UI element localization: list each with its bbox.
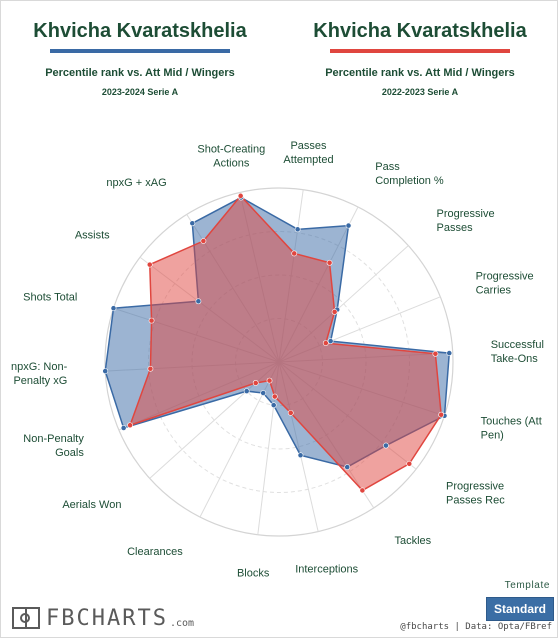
axis-label-8: Interceptions	[295, 564, 358, 576]
axis-label-7: Tackles	[394, 535, 431, 547]
radar-point-s0-8	[297, 452, 304, 459]
axis-label-16: npxG + xAG	[106, 177, 166, 189]
radar-point-s0-15	[195, 298, 202, 305]
right-subtitle: Percentile rank vs. Att Mid / Wingers	[325, 67, 515, 79]
axis-label-1: Pass Completion %	[375, 161, 444, 187]
right-player-name: Khvicha Kvaratskhelia	[313, 20, 527, 42]
radar-point-s1-8	[287, 409, 294, 416]
axis-label-2: Progressive Passes	[437, 208, 495, 234]
radar-point-s1-14	[148, 317, 155, 324]
radar-point-s1-2	[331, 309, 338, 315]
axis-label-12: Non-Penalty Goals	[23, 433, 84, 459]
logo-text: FBCHARTS	[46, 605, 168, 631]
template-label: Template	[504, 580, 550, 591]
radar-point-s0-13	[102, 368, 109, 375]
right-player-underline	[330, 49, 510, 53]
radar-point-s0-9	[270, 402, 277, 409]
axis-label-9: Blocks	[237, 567, 270, 579]
axis-label-0: Passes Attempted	[283, 140, 333, 166]
radar-point-s1-11	[252, 380, 259, 386]
axis-label-10: Clearances	[127, 546, 183, 558]
radar-point-s1-6	[406, 460, 413, 467]
radar-point-s1-10	[266, 377, 273, 384]
radar-point-s0-0	[294, 226, 301, 233]
radar-point-s0-14	[110, 305, 117, 312]
fbcharts-logo: FBCHARTS .com	[12, 604, 194, 632]
radar-point-s1-5	[438, 411, 445, 418]
radar-point-s1-3	[322, 340, 329, 346]
radar-point-s0-7	[344, 464, 351, 470]
radar-point-s1-0	[291, 250, 298, 257]
radar-point-s0-10	[260, 390, 267, 396]
radar-point-s1-4	[432, 350, 439, 357]
right-season: 2022-2023 Serie A	[381, 87, 459, 97]
left-player-name: Khvicha Kvaratskhelia	[33, 20, 247, 42]
data-credits: @fbcharts | Data: Opta/FBref	[400, 622, 552, 632]
axis-label-17: Shot-Creating Actions	[197, 143, 265, 169]
radar-point-s0-4	[446, 350, 453, 356]
radar-point-s0-12	[120, 425, 127, 431]
axis-label-5: Touches (Att Pen)	[481, 416, 542, 442]
radar-point-s0-1	[345, 222, 352, 229]
radar-point-s1-16	[200, 238, 207, 244]
radar-point-s1-7	[359, 487, 366, 494]
radar-point-s1-17	[237, 192, 244, 199]
radar-point-s0-16	[189, 220, 196, 227]
pitch-icon	[12, 607, 40, 629]
axis-label-15: Assists	[75, 229, 110, 241]
radar-point-s1-12	[127, 422, 133, 429]
template-standard-button[interactable]: Standard	[486, 597, 554, 621]
radar-point-s0-3	[327, 338, 334, 345]
radar-point-s1-9	[271, 393, 278, 400]
axis-label-11: Aerials Won	[62, 499, 121, 511]
radar-point-s1-15	[146, 261, 153, 268]
radar-point-s0-11	[243, 388, 250, 395]
left-season: 2023-2024 Serie A	[101, 87, 179, 97]
left-subtitle: Percentile rank vs. Att Mid / Wingers	[45, 67, 235, 79]
radar-point-s1-1	[326, 259, 333, 266]
logo-suffix: .com	[169, 618, 195, 629]
axis-label-4: Successful Take-Ons	[491, 339, 544, 365]
axis-label-14: Shots Total	[23, 291, 77, 303]
left-player-underline	[50, 49, 230, 53]
axis-label-13: npxG: Non-Penalty xG	[11, 361, 68, 387]
radar-point-s0-6	[383, 442, 389, 449]
axis-label-3: Progressive Carries	[476, 271, 534, 297]
radar-chart: Passes Attempted Pass Completion % Progressi…	[11, 140, 544, 579]
axis-label-6: Progressive Passes Rec	[446, 481, 505, 507]
radar-point-s1-13	[147, 365, 154, 372]
